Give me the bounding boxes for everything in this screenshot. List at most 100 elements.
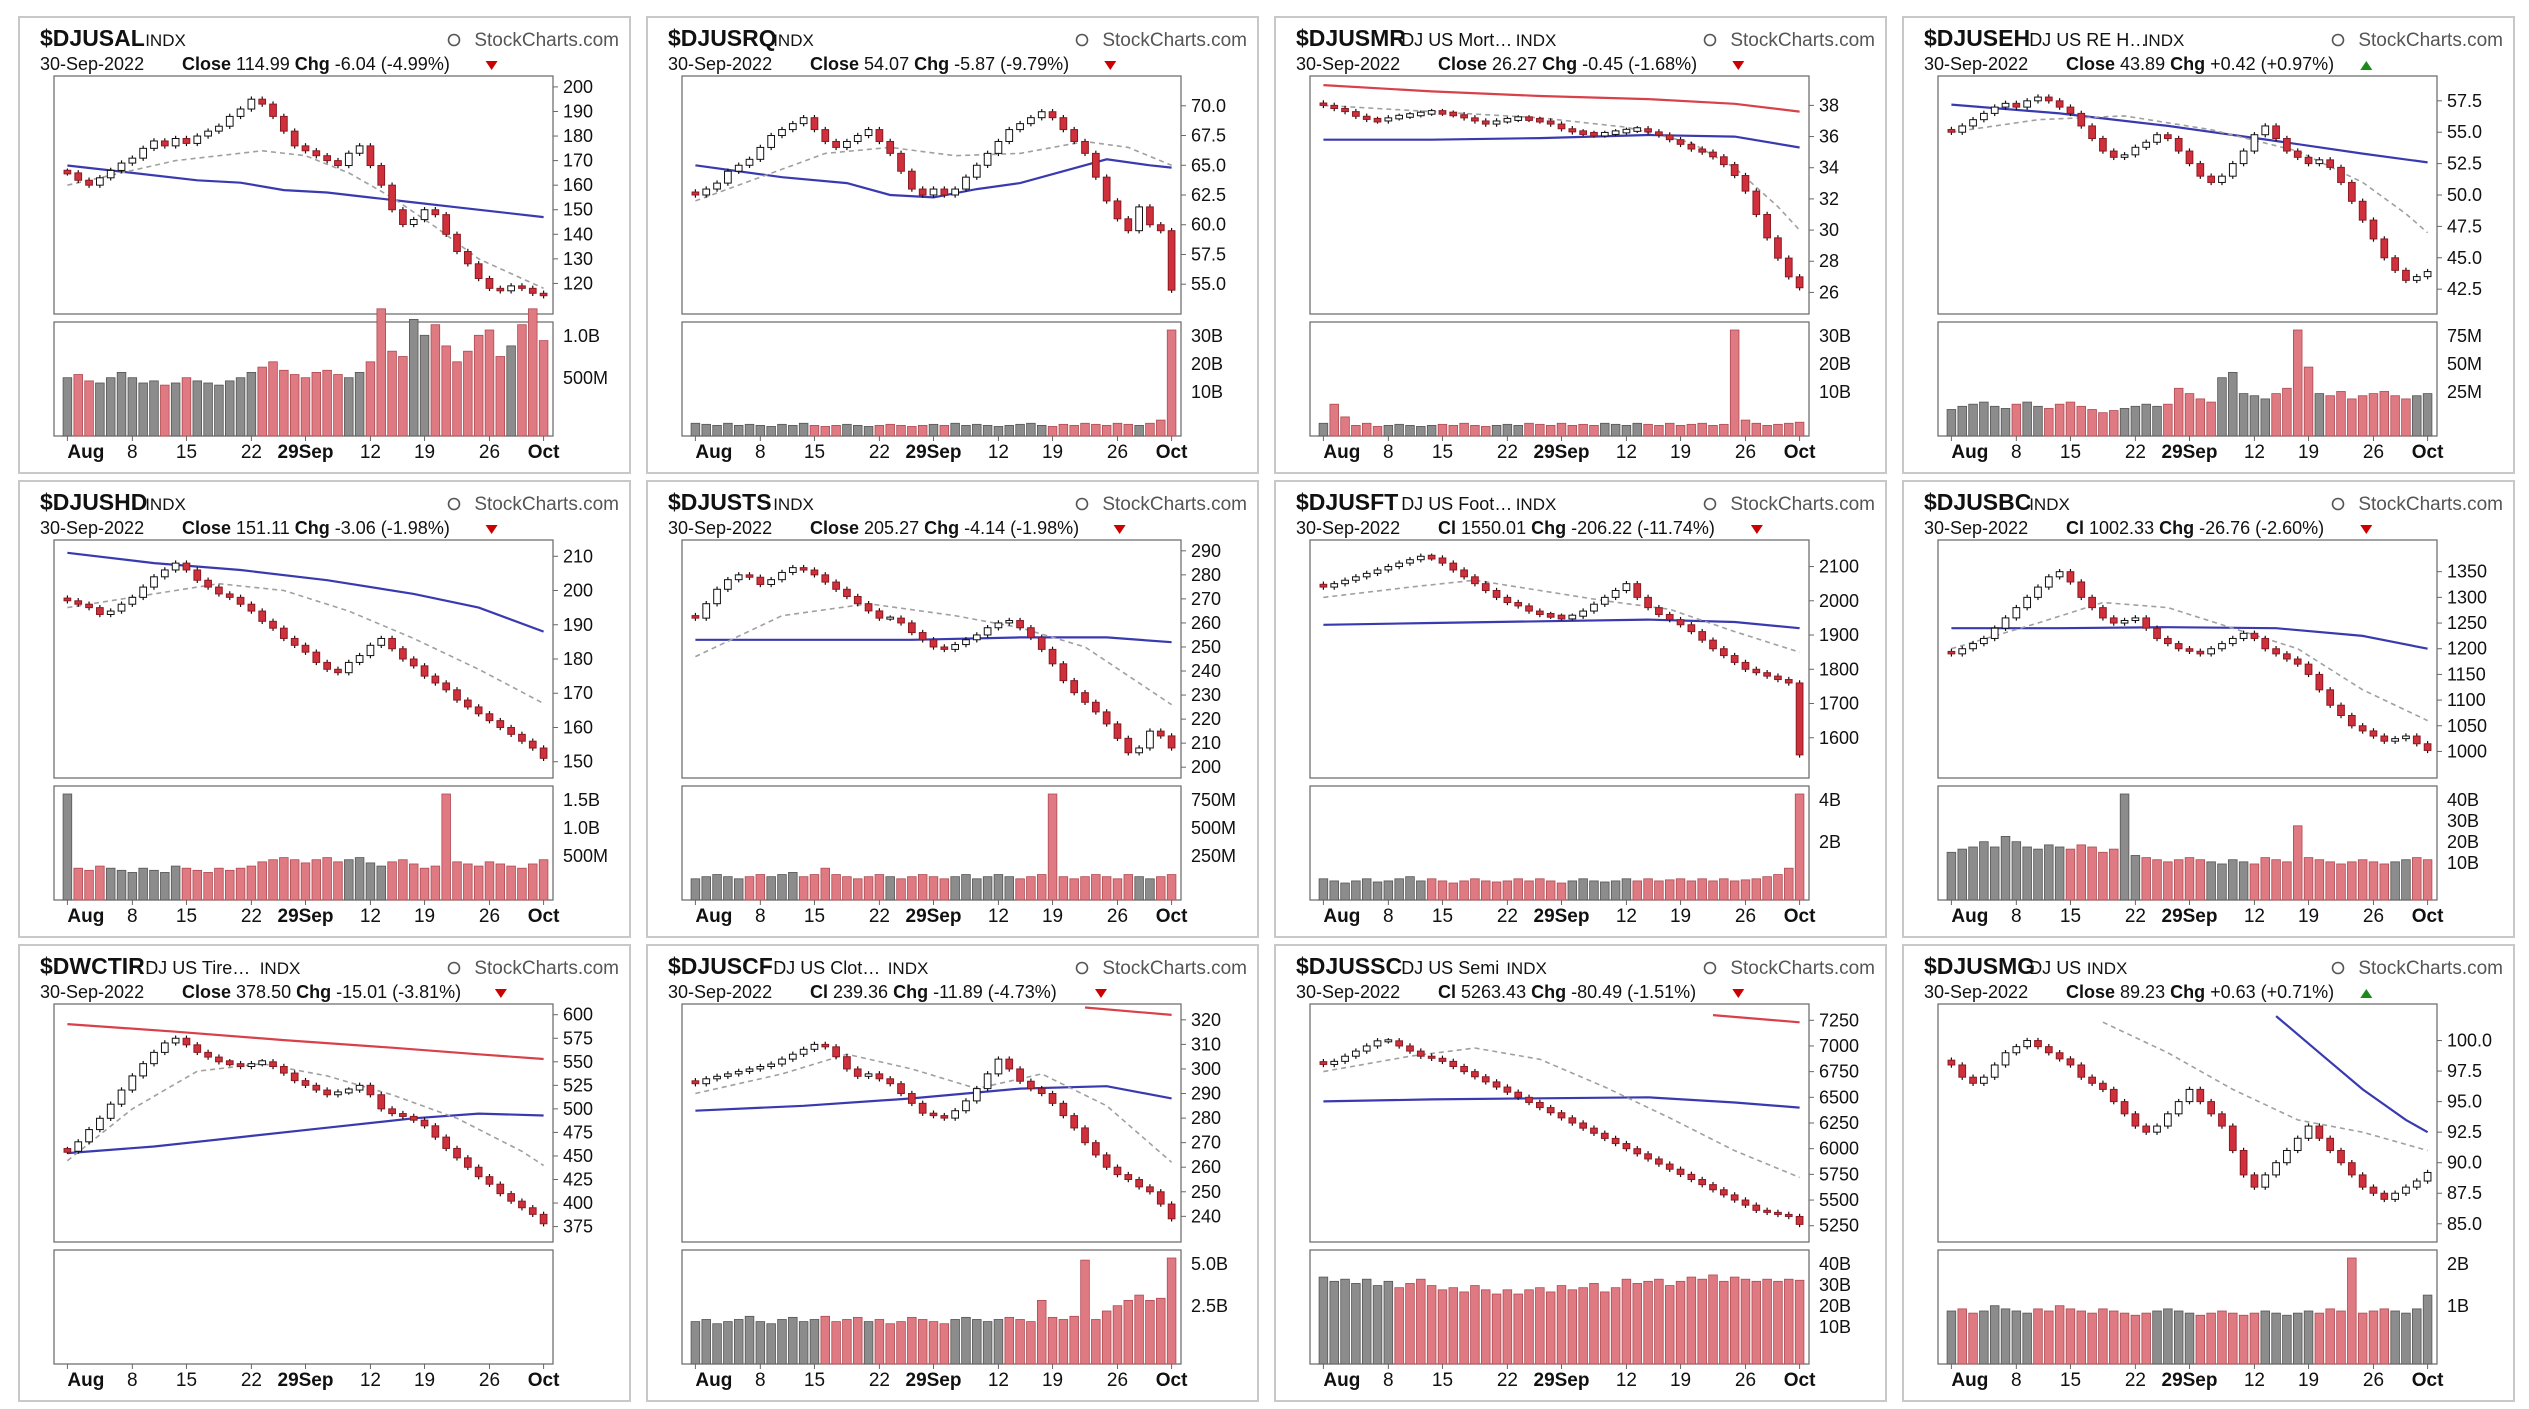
candle — [431, 1123, 440, 1140]
field-label: Cl — [1438, 518, 1461, 538]
chart-panel-djussc[interactable]: $DJUSSC DJ US Semi INDX StockCharts.com 30-S… — [1274, 944, 1887, 1402]
candle — [897, 150, 905, 174]
volume-bar — [1026, 422, 1036, 437]
price-tick-label: 38 — [1819, 95, 1839, 115]
candle — [2044, 574, 2053, 590]
volume-bar — [2173, 387, 2184, 437]
candle — [1373, 567, 1382, 577]
chart-panel-djuseh[interactable]: $DJUSEH DJ US RE H… INDX StockCharts.com 30-… — [1902, 16, 2515, 474]
price-tick-label: 290 — [1191, 541, 1221, 561]
candle — [269, 101, 277, 120]
copyright-icon — [447, 497, 461, 511]
exchange-label: INDX — [2087, 959, 2128, 978]
candle — [788, 120, 797, 133]
volume-tick-label: 1.0B — [563, 818, 600, 838]
candle — [1546, 118, 1555, 127]
field-label: Cl — [2066, 518, 2089, 538]
volume-bar — [1426, 878, 1437, 901]
price-tick-label: 87.5 — [2447, 1183, 2482, 1203]
volume-bar — [484, 329, 495, 437]
volume-bar — [1318, 1276, 1329, 1365]
x-tick-label: 22 — [2125, 906, 2146, 927]
price-tick-label: 30 — [1819, 220, 1839, 240]
chart-panel-dwctir[interactable]: $DWCTIR DJ US Tire… INDX StockCharts.com 30-… — [18, 944, 631, 1402]
chart-panel-djusmg[interactable]: $DJUSMG DJ US INDX StockCharts.com 30-Sep-20… — [1902, 944, 2515, 1402]
volume-bar — [755, 1321, 766, 1365]
x-tick-label: Oct — [528, 906, 560, 927]
candle — [539, 1211, 548, 1227]
x-tick-label: 19 — [414, 906, 435, 927]
chart-panel-djusrq[interactable]: $DJUSRQ INDX StockCharts.com 30-Sep-2022 Clo… — [646, 16, 1259, 474]
candle — [1449, 560, 1458, 573]
field-label: Chg — [1531, 982, 1571, 1002]
volume-bar — [170, 865, 181, 901]
volume-bar — [2195, 1314, 2206, 1365]
candle — [983, 150, 992, 168]
candle — [1698, 628, 1707, 643]
volume-bar — [2282, 861, 2292, 901]
chart-panel-djusts[interactable]: $DJUSTS INDX StockCharts.com 30-Sep-2022 Clo… — [646, 480, 1259, 938]
field-value: 5263.43 — [1461, 982, 1531, 1002]
candle — [312, 148, 321, 159]
volume-bar — [2076, 1310, 2087, 1365]
chart-panel-djusmr[interactable]: $DJUSMR DJ US Mort… INDX StockCharts.com 30-… — [1274, 16, 1887, 474]
candle — [1471, 115, 1479, 124]
volume-bar — [1123, 874, 1134, 901]
x-tick-label: Oct — [1156, 906, 1188, 927]
candle — [63, 1146, 72, 1154]
volume-bar — [2249, 1312, 2260, 1365]
candle — [918, 629, 927, 643]
volume-bar — [1361, 422, 1372, 437]
chart-panel-djuscf[interactable]: $DJUSCF DJ US Clot… INDX StockCharts.com 30-… — [646, 944, 1259, 1402]
volume-bar — [1664, 422, 1675, 437]
candle — [1406, 1043, 1414, 1054]
candle — [539, 290, 548, 299]
volume-bar — [2336, 863, 2346, 901]
chart-panel-djusft[interactable]: $DJUSFT DJ US Foot… INDX StockCharts.com 30-… — [1274, 480, 1887, 938]
candle — [1795, 680, 1804, 758]
volume-bar — [1156, 876, 1166, 901]
x-tick-label: 19 — [2298, 1370, 2319, 1391]
volume-bar — [2357, 395, 2368, 437]
candle — [2358, 723, 2367, 734]
price-tick-label: 170 — [563, 683, 593, 703]
volume-bar — [2109, 1310, 2119, 1365]
candle — [1113, 721, 1122, 742]
candle — [377, 635, 386, 649]
candle — [507, 1190, 515, 1204]
volume-bar — [1416, 1278, 1426, 1365]
volume-tick-label: 2B — [2447, 1254, 2469, 1274]
chart-panel-djushd[interactable]: $DJUSHD INDX StockCharts.com 30-Sep-2022 Clo… — [18, 480, 631, 938]
candle — [1525, 603, 1533, 614]
candle — [160, 567, 169, 580]
candle — [1687, 622, 1696, 635]
candle — [2358, 198, 2367, 223]
x-tick-label: 12 — [1616, 442, 1637, 463]
volume-bar — [874, 874, 885, 901]
candle — [2023, 98, 2032, 110]
volume-bar — [1979, 841, 1989, 901]
candle — [377, 1092, 386, 1112]
candle — [1698, 1176, 1707, 1188]
price-tick-label: 1100 — [2447, 690, 2486, 710]
candle — [929, 186, 938, 198]
chart-panel-djusal[interactable]: $DJUSAL INDX StockCharts.com 30-Sep-2022 Clo… — [18, 16, 631, 474]
candle — [2228, 1123, 2237, 1154]
date-label: 30-Sep-2022 — [40, 518, 144, 538]
volume-bar — [1957, 1308, 1967, 1365]
volume-bar — [1340, 1278, 1350, 1365]
chart-panel-djusbc[interactable]: $DJUSBC INDX StockCharts.com 30-Sep-2022 Cl … — [1902, 480, 2515, 938]
volume-bar — [419, 334, 430, 437]
candle — [2034, 1037, 2042, 1050]
volume-bar — [1697, 878, 1707, 901]
candle — [2044, 94, 2053, 104]
volume-bar — [300, 862, 311, 901]
candle — [2380, 733, 2389, 744]
field-label: Chg — [924, 518, 964, 538]
date-label: 30-Sep-2022 — [668, 54, 772, 74]
volume-bar — [1600, 1291, 1610, 1365]
volume-bar — [1448, 882, 1459, 901]
candle — [1525, 1094, 1533, 1106]
volume-bar — [289, 859, 300, 901]
date-label: 30-Sep-2022 — [1296, 54, 1400, 74]
